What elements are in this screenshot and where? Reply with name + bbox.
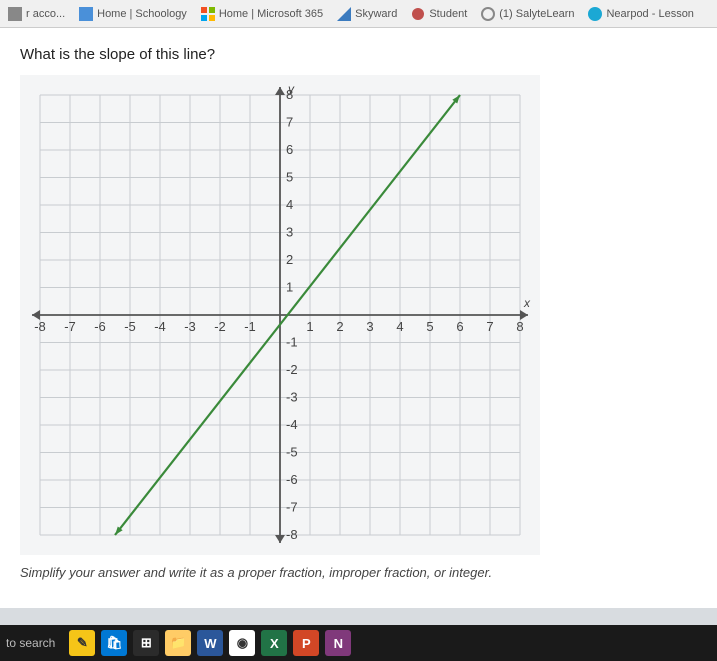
store-icon[interactable]: 🛍 <box>101 630 127 656</box>
svg-text:7: 7 <box>486 319 493 334</box>
nearpod-icon <box>588 7 602 21</box>
instruction-text: Simplify your answer and write it as a p… <box>20 565 707 580</box>
svg-text:y: y <box>287 82 295 96</box>
svg-text:6: 6 <box>286 142 293 157</box>
chrome-icon[interactable]: ◉ <box>229 630 255 656</box>
bookmark-label: Home | Microsoft 365 <box>219 8 323 20</box>
taskbar-search-label[interactable]: to search <box>6 636 55 650</box>
svg-text:-6: -6 <box>94 319 106 334</box>
svg-text:-2: -2 <box>286 362 298 377</box>
svg-text:7: 7 <box>286 115 293 130</box>
salyte-icon <box>481 7 495 21</box>
task-view-icon[interactable]: ⊞ <box>133 630 159 656</box>
svg-text:1: 1 <box>306 319 313 334</box>
graph-svg: -8 -7 -6 -5 -4 -3 -2 -1 1 2 3 4 5 6 7 8 -8 -7 -6 -5 -4 -3 -2 -1… <box>20 75 540 555</box>
svg-text:3: 3 <box>286 225 293 240</box>
bookmark-label: (1) SalyteLearn <box>499 8 574 20</box>
bookmark-label: Nearpod - Lesson <box>606 8 693 20</box>
ms365-icon <box>201 7 215 21</box>
svg-text:-3: -3 <box>286 390 298 405</box>
svg-text:-8: -8 <box>286 527 298 542</box>
bookmark-item[interactable]: Home | Schoology <box>75 5 191 23</box>
bookmark-item[interactable]: r acco... <box>4 5 69 23</box>
skyward-icon <box>337 7 351 21</box>
svg-text:2: 2 <box>336 319 343 334</box>
schoology-icon <box>79 7 93 21</box>
bookmark-item[interactable]: Nearpod - Lesson <box>584 5 697 23</box>
coordinate-graph: -8 -7 -6 -5 -4 -3 -2 -1 1 2 3 4 5 6 7 8 -8 -7 -6 -5 -4 -3 -2 -1… <box>20 75 540 555</box>
svg-text:-4: -4 <box>286 417 298 432</box>
word-icon[interactable]: W <box>197 630 223 656</box>
taskbar: to search ✎🛍⊞📁W◉XPN <box>0 625 717 661</box>
bookmarks-bar: r acco... Home | Schoology Home | Micros… <box>0 0 717 28</box>
svg-text:-7: -7 <box>286 500 298 515</box>
bookmark-label: Home | Schoology <box>97 8 187 20</box>
bookmark-item[interactable]: Student <box>407 5 471 23</box>
bookmark-label: Skyward <box>355 8 397 20</box>
svg-text:8: 8 <box>516 319 523 334</box>
bookmark-item[interactable]: (1) SalyteLearn <box>477 5 578 23</box>
svg-text:3: 3 <box>366 319 373 334</box>
svg-text:-7: -7 <box>64 319 76 334</box>
svg-text:-5: -5 <box>124 319 136 334</box>
svg-text:5: 5 <box>286 170 293 185</box>
svg-text:-4: -4 <box>154 319 166 334</box>
bookmark-item[interactable]: Home | Microsoft 365 <box>197 5 327 23</box>
bookmark-label: Student <box>429 8 467 20</box>
svg-text:5: 5 <box>426 319 433 334</box>
student-icon <box>411 7 425 21</box>
onenote-icon[interactable]: N <box>325 630 351 656</box>
content-area: What is the slope of this line? -8 -7 -6 -5… <box>0 28 717 608</box>
svg-text:-8: -8 <box>34 319 46 334</box>
svg-text:2: 2 <box>286 252 293 267</box>
svg-text:1: 1 <box>286 280 293 295</box>
svg-text:x: x <box>523 296 531 310</box>
taskbar-icons: ✎🛍⊞📁W◉XPN <box>69 630 351 656</box>
svg-text:-3: -3 <box>184 319 196 334</box>
explorer-icon[interactable]: 📁 <box>165 630 191 656</box>
svg-text:4: 4 <box>286 197 293 212</box>
bookmark-item[interactable]: Skyward <box>333 5 401 23</box>
svg-text:-5: -5 <box>286 445 298 460</box>
bookmark-icon <box>8 7 22 21</box>
svg-text:-1: -1 <box>286 335 298 350</box>
svg-text:-6: -6 <box>286 472 298 487</box>
notepad-icon[interactable]: ✎ <box>69 630 95 656</box>
question-text: What is the slope of this line? <box>20 46 707 63</box>
bookmark-label: r acco... <box>26 8 65 20</box>
svg-text:-1: -1 <box>244 319 256 334</box>
svg-text:6: 6 <box>456 319 463 334</box>
powerpoint-icon[interactable]: P <box>293 630 319 656</box>
svg-text:-2: -2 <box>214 319 226 334</box>
svg-text:4: 4 <box>396 319 403 334</box>
excel-icon[interactable]: X <box>261 630 287 656</box>
